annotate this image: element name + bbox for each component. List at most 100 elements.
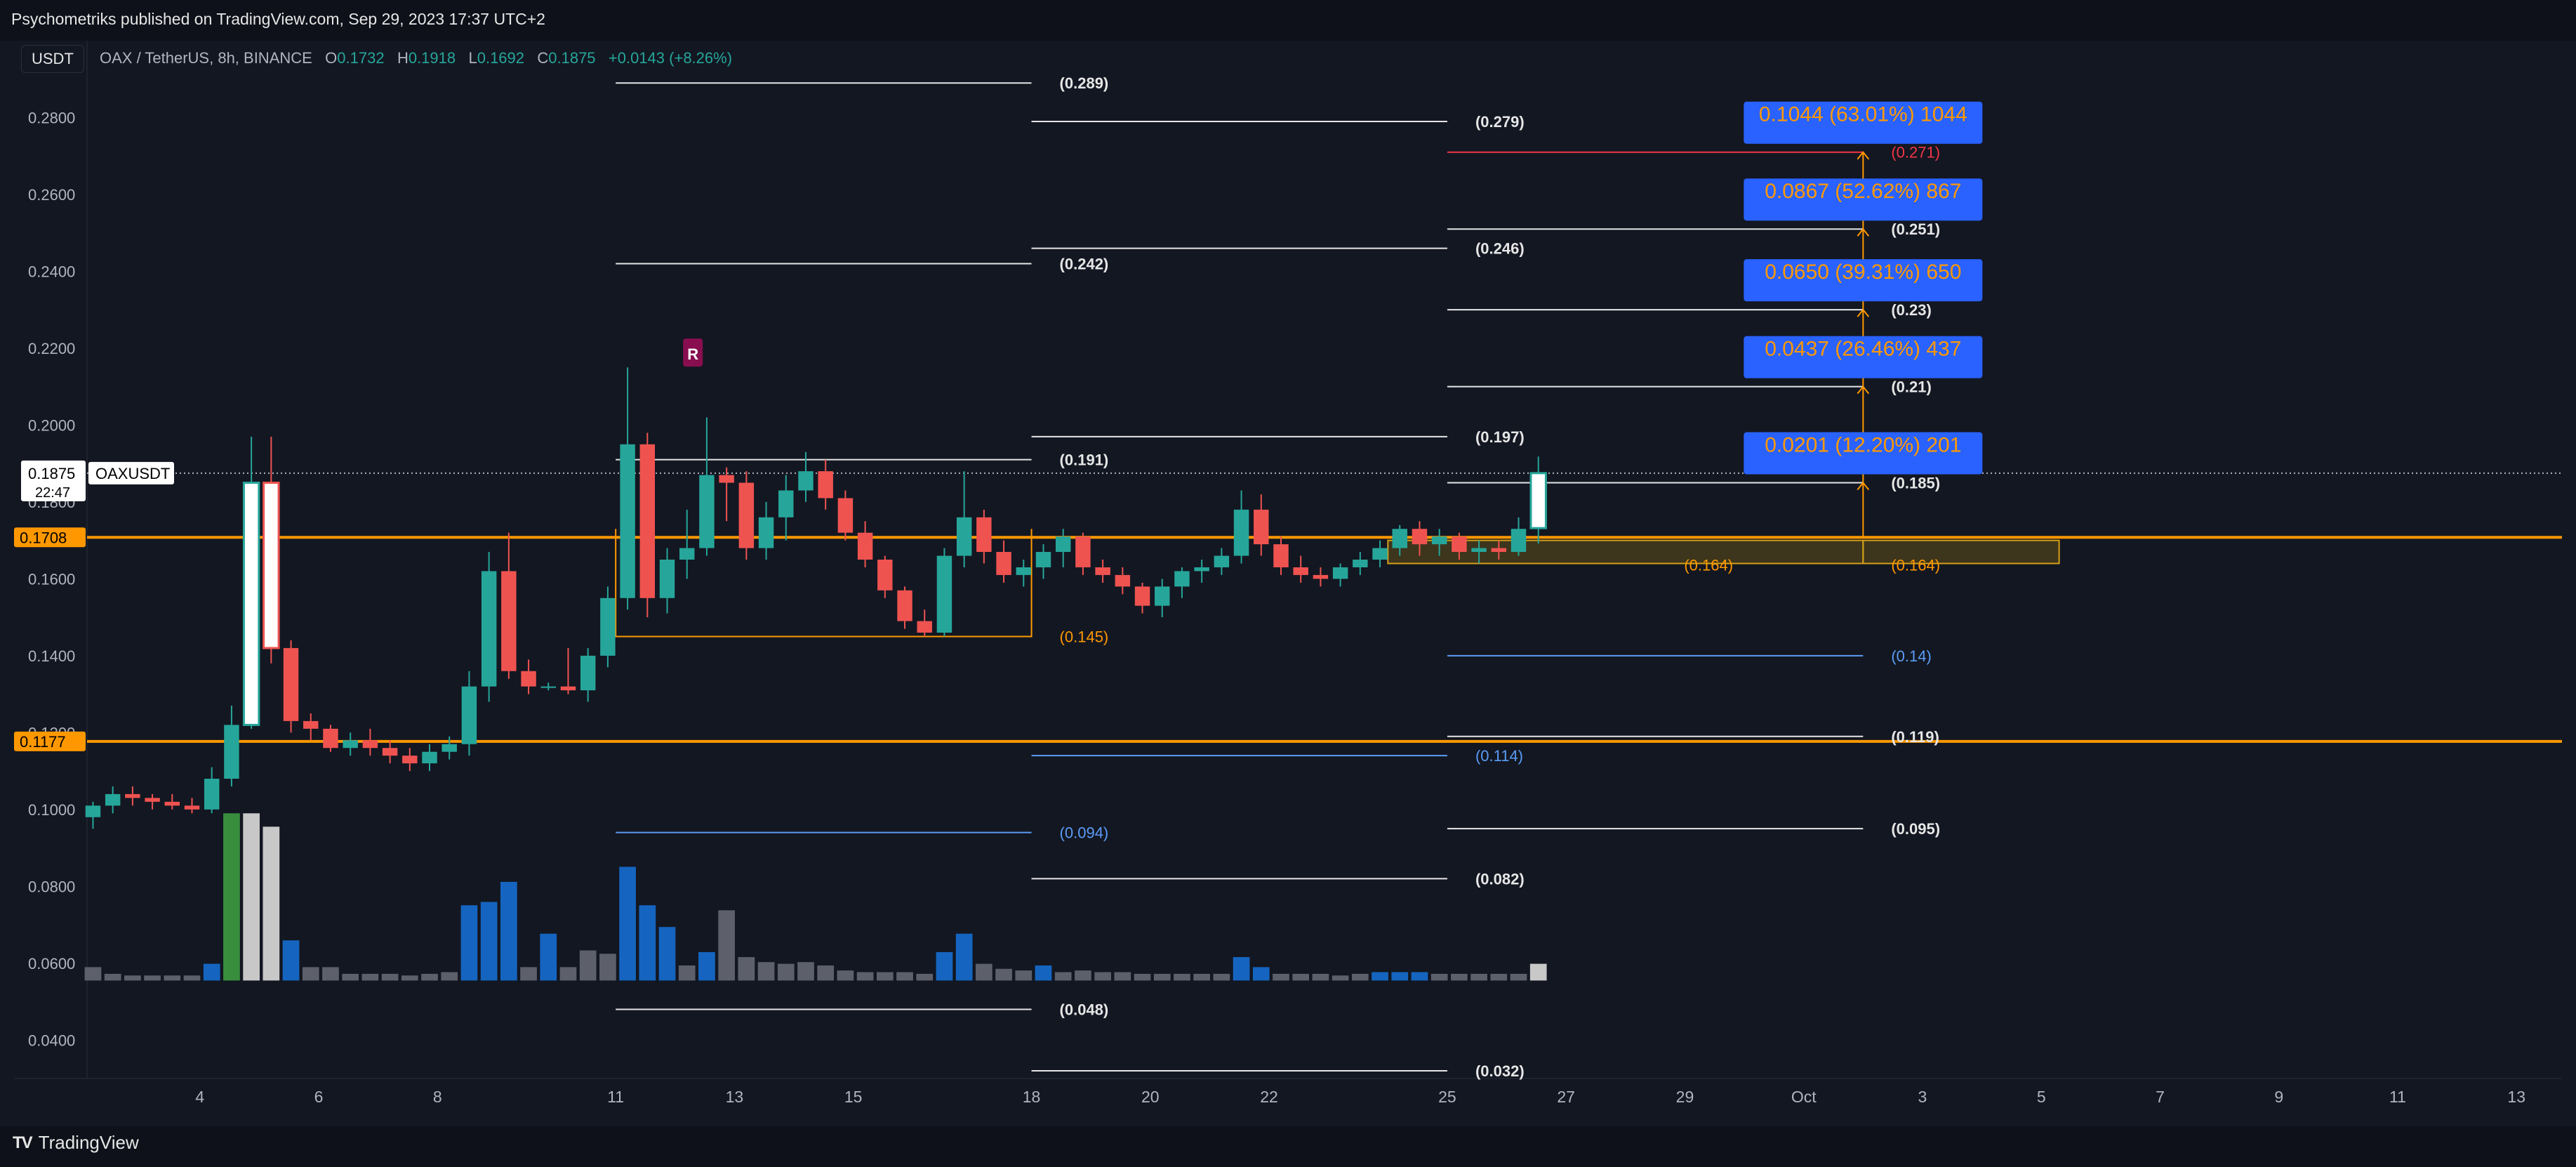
candle-body [283,647,299,721]
legend-high: 0.1918 [408,49,456,67]
candle-body [639,444,656,598]
footer-bar [0,1126,2576,1167]
volume-bar [1470,973,1487,981]
support-zone [1862,539,2060,565]
candle-body [897,590,912,621]
target-level-label: (0.289) [1060,74,1109,92]
x-tick-label: 20 [1141,1088,1160,1106]
candle-body [1452,536,1467,553]
volume-bar [1312,973,1329,981]
candle-body [699,475,715,548]
volume-bar [658,927,676,981]
target-box [1744,336,1983,378]
legend-close-label: C [537,49,549,67]
volume-bar [1094,972,1111,981]
target-box-label: 0.0867 (52.62%) 867 [1765,180,1961,203]
candle-body [600,598,616,656]
tradingview-brand[interactable]: TV TradingView [13,1132,139,1154]
volume-bar [837,970,854,981]
volume-bar [936,951,953,981]
volume-bar [520,967,537,981]
price-axis-badge [14,731,86,751]
volume-bar [579,950,597,981]
currency-badge[interactable]: USDT [21,45,84,73]
y-tick-label: 0.1600 [28,570,75,588]
volume-bar [1430,973,1448,981]
x-tick-label: 11 [607,1088,624,1106]
candle-body [1214,555,1230,567]
target-level-label: (0.14) [1891,647,1931,665]
volume-bar [1153,973,1171,981]
target-level-label: (0.082) [1475,870,1525,888]
event-marker-label: R [687,345,698,363]
x-tick-label: 5 [2037,1088,2046,1106]
volume-bar [1174,973,1190,981]
candle-body [560,686,576,691]
candle-body [461,686,477,744]
candle-body [1529,472,1547,529]
y-tick-label: 0.2800 [28,109,75,126]
candle-body [1016,567,1031,575]
candle-body [719,475,734,483]
legend-low: 0.1692 [477,49,525,67]
target-box-label: 0.1044 (63.01%) 1044 [1759,103,1967,126]
volume-bar [757,962,775,981]
candle-body [818,471,833,499]
y-tick-label: 0.0600 [28,955,75,972]
target-level-label: (0.048) [1060,1001,1109,1018]
candle-body [1075,536,1091,567]
volume-bar [1332,975,1349,981]
candle-body [758,517,774,548]
candle-body [1233,509,1249,556]
volume-bar [1411,972,1428,981]
volume-bar [1233,957,1250,981]
candle-body [857,532,873,560]
legend-symbol[interactable]: OAX / TetherUS, 8h, BINANCE [100,49,312,67]
x-tick-label: 18 [1023,1088,1041,1106]
target-level-label: (0.145) [1060,628,1109,645]
candle-body [1431,536,1447,545]
volume-bar [203,963,220,981]
volume-bar [1193,973,1211,981]
x-tick-label: 7 [2156,1088,2165,1106]
x-tick-label: 22 [1260,1088,1278,1106]
support-zone [1387,539,1864,565]
x-tick-label: 25 [1438,1088,1456,1106]
volume-bar [718,910,735,981]
candle-body [877,560,893,591]
current-price-badge [21,460,86,501]
chart-frame[interactable]: 0.2800 0.2600 0.2400 0.2200 0.2000 0.1800 0.16… [14,41,2562,1126]
y-tick-label: 0.0400 [28,1031,75,1049]
price-chart[interactable]: 0.28000.26000.24000.22000.20000.18000.16… [14,41,2562,1126]
legend-close: 0.1875 [548,49,596,67]
candle-body [936,555,952,633]
target-arrowhead [1857,308,1870,317]
zone-label: (0.164) [1684,556,1733,574]
volume-bar [955,933,973,981]
candle-body [224,725,239,779]
candle-body [481,571,497,687]
candle-body [1372,548,1388,560]
candle-body [125,793,140,798]
target-arrowhead [1857,481,1870,491]
candle-body [164,801,180,806]
bar-countdown: 22:47 [35,485,70,501]
candle-body [620,444,635,598]
volume-bar [460,905,478,981]
volume-bar [243,813,260,981]
y-tick-label: 0.2600 [28,186,75,204]
target-box [1744,178,1983,221]
target-arrowhead [1857,228,1870,237]
x-tick-label: 8 [433,1088,442,1106]
volume-bar [1213,973,1230,981]
candle-body [917,621,932,633]
y-tick-label: 0.1400 [28,647,75,665]
candle-body [204,779,220,810]
candle-body [976,517,992,553]
volume-bar [1054,972,1072,981]
volume-bar [401,975,418,981]
candle-body [1254,509,1269,545]
candle-body [501,571,517,671]
x-tick-label: 9 [2274,1088,2283,1106]
candle-body [1134,586,1150,606]
